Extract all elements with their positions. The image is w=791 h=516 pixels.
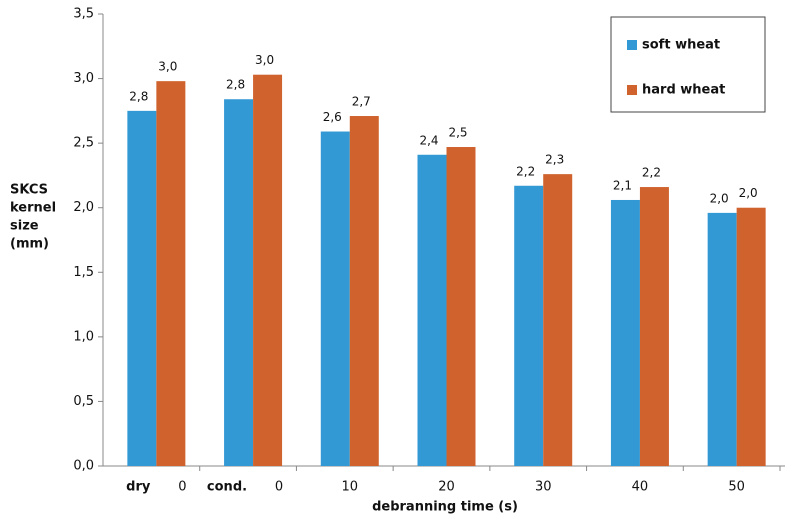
- legend-box: [610, 16, 766, 113]
- bar: [253, 74, 283, 466]
- y-tick-label: 0,0: [73, 459, 94, 474]
- x-tick-label: 20: [438, 480, 455, 495]
- value-label: 2,0: [710, 191, 729, 205]
- bar: [736, 207, 766, 466]
- value-label: 2,0: [739, 186, 758, 200]
- y-axis-label: (mm): [10, 237, 49, 252]
- bar: [514, 185, 544, 466]
- value-label: 3,0: [255, 53, 274, 67]
- bar: [417, 154, 447, 466]
- x-tick-label: 40: [632, 480, 649, 495]
- value-label: 2,2: [516, 164, 535, 178]
- bar: [320, 131, 350, 466]
- bar: [156, 81, 186, 466]
- bar: [446, 147, 476, 466]
- y-axis-label: SKCS: [10, 183, 48, 198]
- y-tick-label: 2,5: [73, 136, 94, 151]
- legend-swatch: [627, 40, 637, 50]
- value-label: 3,0: [158, 60, 177, 74]
- legend-swatch: [627, 85, 637, 95]
- bar: [610, 199, 640, 467]
- x-tick-label: 0: [178, 480, 186, 495]
- legend-label: soft wheat: [642, 38, 720, 53]
- value-label: 2,1: [613, 178, 632, 192]
- value-label: 2,5: [448, 126, 467, 140]
- bar: [639, 187, 669, 466]
- x-axis-label: debranning time (s): [372, 500, 518, 515]
- x-tick-label: 50: [728, 480, 745, 495]
- x-tick-label: 30: [535, 480, 552, 495]
- bar: [349, 116, 379, 466]
- x-tick-label: 10: [342, 480, 359, 495]
- value-label: 2,8: [129, 89, 148, 103]
- bar: [543, 174, 573, 466]
- value-label: 2,3: [545, 153, 564, 167]
- value-label: 2,7: [352, 95, 371, 109]
- x-group-label: cond.: [207, 480, 247, 495]
- bar: [707, 212, 737, 466]
- y-axis-label: kernel: [10, 201, 56, 216]
- value-label: 2,2: [642, 166, 661, 180]
- y-tick-label: 1,5: [73, 265, 94, 280]
- bar: [127, 110, 157, 466]
- bar: [224, 99, 254, 466]
- y-tick-label: 3,5: [73, 7, 94, 22]
- x-group-label: dry: [126, 480, 151, 495]
- y-tick-label: 1,0: [73, 329, 94, 344]
- y-axis-label: size: [10, 219, 39, 234]
- value-label: 2,8: [226, 78, 245, 92]
- value-label: 2,4: [419, 133, 438, 147]
- value-label: 2,6: [323, 110, 342, 124]
- x-tick-label: 0: [275, 480, 283, 495]
- y-tick-label: 3,0: [73, 71, 94, 86]
- legend-label: hard wheat: [642, 83, 725, 98]
- y-tick-label: 2,0: [73, 200, 94, 215]
- y-tick-label: 0,5: [73, 394, 94, 409]
